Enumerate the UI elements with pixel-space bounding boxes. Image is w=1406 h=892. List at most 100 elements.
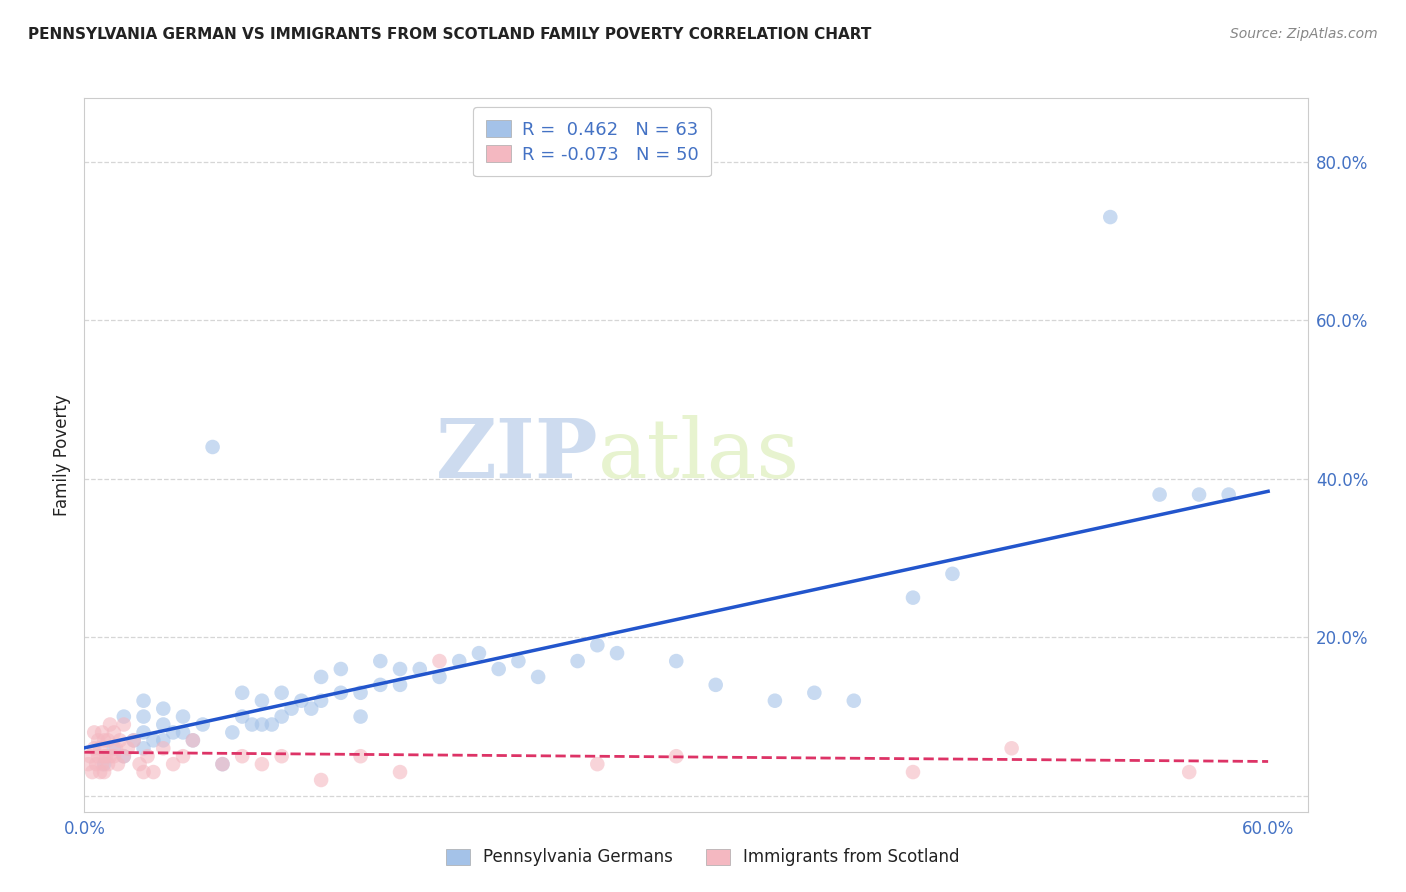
Point: [112, 717, 135, 731]
Point: [329, 686, 352, 700]
Point: [93, 765, 115, 780]
Point: [260, 717, 283, 731]
Point: [152, 701, 174, 715]
Point: [704, 678, 727, 692]
Point: [508, 654, 530, 668]
Point: [368, 654, 391, 668]
Point: [1099, 210, 1122, 224]
Point: [103, 725, 125, 739]
Point: [172, 709, 194, 723]
Point: [211, 757, 233, 772]
Point: [240, 717, 263, 731]
Point: [429, 654, 451, 668]
Legend: Pennsylvania Germans, Immigrants from Scotland: Pennsylvania Germans, Immigrants from Sc…: [439, 840, 967, 875]
Point: [449, 654, 471, 668]
Point: [527, 670, 550, 684]
Point: [468, 646, 491, 660]
Point: [201, 440, 224, 454]
Point: [586, 757, 609, 772]
Point: [103, 749, 125, 764]
Point: [122, 733, 145, 747]
Point: [87, 749, 110, 764]
Point: [132, 741, 155, 756]
Point: [79, 749, 101, 764]
Point: [162, 725, 184, 739]
Point: [389, 662, 412, 676]
Point: [91, 725, 114, 739]
Point: [299, 701, 322, 715]
Point: [172, 725, 194, 739]
Point: [250, 694, 273, 708]
Point: [107, 757, 129, 772]
Point: [290, 694, 312, 708]
Point: [112, 749, 135, 764]
Point: [97, 733, 120, 747]
Point: [181, 733, 204, 747]
Legend: R =  0.462   N = 63, R = -0.073   N = 50: R = 0.462 N = 63, R = -0.073 N = 50: [472, 107, 711, 177]
Point: [368, 678, 391, 692]
Point: [309, 772, 332, 787]
Point: [112, 709, 135, 723]
Point: [108, 733, 131, 747]
Point: [152, 741, 174, 756]
Point: [1149, 487, 1171, 501]
Point: [665, 654, 688, 668]
Point: [132, 694, 155, 708]
Point: [132, 709, 155, 723]
Point: [87, 733, 110, 747]
Point: [309, 694, 332, 708]
Point: [409, 662, 432, 676]
Point: [1218, 487, 1240, 501]
Point: [231, 686, 253, 700]
Point: [172, 749, 194, 764]
Point: [842, 694, 865, 708]
Point: [901, 765, 924, 780]
Point: [89, 765, 111, 780]
Point: [117, 741, 139, 756]
Point: [309, 670, 332, 684]
Point: [901, 591, 924, 605]
Point: [1188, 487, 1211, 501]
Point: [91, 757, 114, 772]
Point: [1178, 765, 1201, 780]
Point: [231, 749, 253, 764]
Point: [280, 701, 302, 715]
Text: atlas: atlas: [598, 415, 800, 495]
Point: [221, 725, 243, 739]
Point: [270, 749, 292, 764]
Point: [82, 765, 104, 780]
Point: [89, 741, 111, 756]
Y-axis label: Family Poverty: Family Poverty: [53, 394, 72, 516]
Point: [132, 725, 155, 739]
Point: [94, 749, 117, 764]
Point: [763, 694, 786, 708]
Point: [104, 741, 127, 756]
Point: [349, 749, 371, 764]
Point: [181, 733, 204, 747]
Point: [128, 757, 150, 772]
Point: [389, 765, 412, 780]
Text: Source: ZipAtlas.com: Source: ZipAtlas.com: [1230, 27, 1378, 41]
Point: [83, 725, 105, 739]
Point: [142, 765, 165, 780]
Point: [349, 686, 371, 700]
Point: [93, 757, 115, 772]
Point: [270, 686, 292, 700]
Point: [211, 757, 233, 772]
Point: [162, 757, 184, 772]
Point: [567, 654, 589, 668]
Point: [329, 662, 352, 676]
Point: [83, 741, 105, 756]
Point: [93, 749, 115, 764]
Point: [152, 717, 174, 731]
Point: [77, 757, 100, 772]
Point: [122, 733, 145, 747]
Point: [152, 733, 174, 747]
Text: ZIP: ZIP: [436, 415, 598, 495]
Point: [429, 670, 451, 684]
Point: [941, 566, 963, 581]
Point: [191, 717, 214, 731]
Point: [112, 749, 135, 764]
Point: [665, 749, 688, 764]
Point: [586, 638, 609, 652]
